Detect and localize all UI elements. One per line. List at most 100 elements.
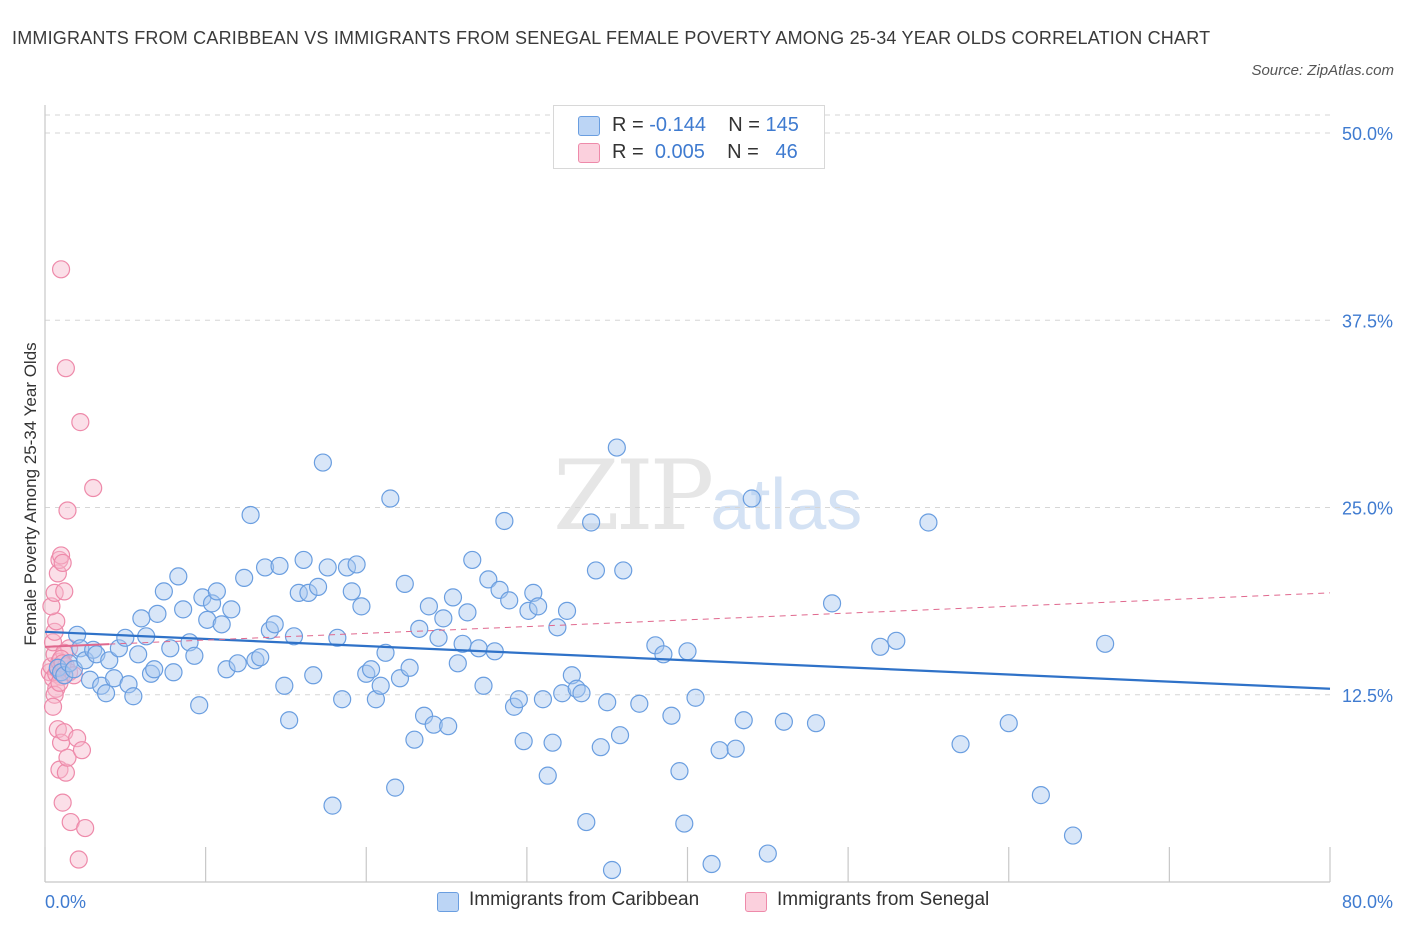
caribbean-point: [145, 660, 164, 679]
caribbean-point: [241, 505, 260, 525]
caribbean-point: [132, 609, 151, 628]
caribbean-point: [400, 658, 419, 677]
caribbean-point: [562, 666, 581, 685]
caribbean-point: [702, 854, 721, 874]
caribbean-point: [212, 615, 231, 634]
caribbean-point: [519, 601, 538, 620]
caribbean-point: [951, 735, 970, 754]
caribbean-point: [275, 676, 294, 695]
caribbean-point: [80, 670, 100, 689]
caribbean-point: [1031, 786, 1050, 805]
caribbean-point: [260, 621, 279, 640]
caribbean-point: [1063, 826, 1083, 845]
senegal-swatch: [578, 143, 600, 163]
caribbean-point: [602, 860, 622, 880]
senegal-point: [53, 793, 72, 812]
senegal-points: [40, 260, 103, 869]
n-label: N =: [727, 141, 759, 163]
senegal-point: [51, 546, 71, 565]
caribbean-point: [742, 489, 761, 508]
caribbean-trend-line: [44, 630, 1331, 690]
caribbean-point: [190, 696, 209, 715]
caribbean-point: [270, 556, 289, 576]
caribbean-r-value: -0.144: [649, 114, 706, 136]
senegal-point: [42, 597, 61, 616]
caribbean-point: [289, 583, 308, 602]
x-tick-label: 0.0%: [45, 892, 86, 912]
senegal-point: [55, 582, 74, 601]
senegal-point: [58, 748, 77, 767]
caribbean-point: [533, 690, 553, 709]
caribbean-point: [148, 604, 167, 623]
caribbean-point: [395, 574, 414, 593]
caribbean-point: [479, 570, 498, 589]
caribbean-point: [371, 676, 390, 695]
senegal-point: [68, 729, 87, 748]
caribbean-point: [217, 660, 236, 679]
caribbean-point: [323, 796, 342, 815]
caribbean-point: [119, 675, 138, 694]
caribbean-point: [734, 711, 753, 730]
y-axis-label: Female Poverty Among 25-34 Year Olds: [21, 342, 40, 645]
caribbean-point: [169, 567, 188, 586]
r-label: R =: [612, 114, 644, 136]
correlation-legend: R = -0.144 N = 145 R = 0.005 N = 46: [553, 105, 825, 169]
caribbean-point: [202, 594, 222, 613]
caribbean-point: [116, 628, 135, 647]
caribbean-point: [529, 597, 548, 616]
caribbean-n-value: 145: [765, 114, 799, 136]
caribbean-point: [410, 619, 429, 638]
caribbean-point: [161, 639, 180, 658]
x-tick-label: 80.0%: [1342, 892, 1393, 912]
source-label: Source: ZipAtlas.com: [1251, 62, 1394, 79]
caribbean-point: [662, 706, 681, 725]
caribbean-point: [419, 597, 438, 616]
caribbean-point: [304, 666, 323, 685]
caribbean-point: [758, 844, 777, 863]
senegal-point: [43, 697, 63, 716]
caribbean-point: [185, 646, 204, 665]
caribbean-point: [919, 513, 938, 532]
caribbean-point: [96, 684, 116, 703]
caribbean-point: [670, 762, 689, 781]
caribbean-legend-label: Immigrants from Caribbean: [469, 889, 700, 910]
senegal-point: [58, 501, 77, 520]
caribbean-point: [318, 558, 337, 577]
caribbean-point: [294, 550, 313, 570]
caribbean-point: [630, 694, 649, 713]
senegal-point: [56, 359, 75, 378]
n-label: N =: [728, 114, 760, 136]
caribbean-point: [1096, 634, 1115, 653]
caribbean-point: [265, 615, 284, 634]
caribbean-point: [678, 642, 697, 661]
senegal-point: [76, 818, 95, 838]
senegal-n-value: 46: [775, 141, 798, 163]
caribbean-point: [251, 648, 270, 667]
caribbean-point: [586, 561, 606, 580]
caribbean-point: [500, 591, 519, 610]
caribbean-point: [434, 609, 453, 628]
caribbean-point: [333, 690, 352, 709]
caribbean-swatch: [437, 892, 459, 912]
caribbean-point: [174, 600, 193, 619]
caribbean-point: [999, 714, 1018, 733]
caribbean-point: [448, 654, 467, 673]
caribbean-point: [207, 582, 226, 601]
chart-title: IMMIGRANTS FROM CARIBBEAN VS IMMIGRANTS …: [12, 28, 1211, 48]
caribbean-point: [299, 583, 318, 602]
caribbean-point: [381, 489, 400, 508]
caribbean-point: [710, 741, 729, 760]
caribbean-point: [308, 577, 328, 596]
caribbean-point: [129, 645, 148, 664]
caribbean-point: [614, 561, 633, 580]
caribbean-point: [342, 582, 361, 601]
caribbean-point: [352, 597, 371, 616]
senegal-point: [56, 763, 75, 782]
r-label: R =: [612, 141, 644, 163]
caribbean-point: [610, 726, 630, 745]
caribbean-point: [164, 663, 183, 682]
zipatlas-watermark: ZIPatlas: [553, 440, 862, 552]
caribbean-point: [686, 688, 705, 707]
y-tick-label: 37.5%: [1342, 311, 1393, 331]
y-tick-label: 25.0%: [1342, 499, 1393, 519]
